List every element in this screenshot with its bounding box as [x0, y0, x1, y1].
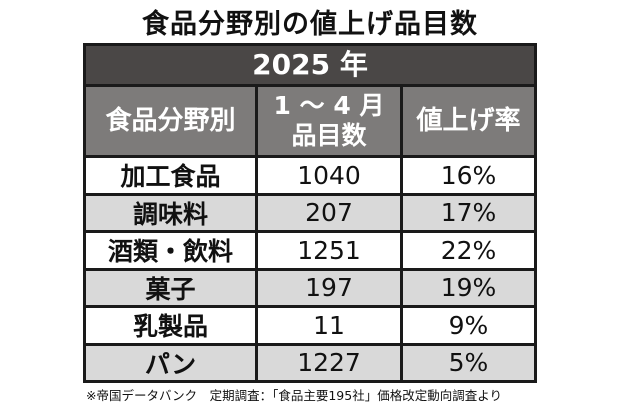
- items-cell: 1251: [258, 233, 403, 268]
- items-cell: 1040: [258, 158, 403, 193]
- header-items: 1 ～ 4 月 品目数: [258, 87, 403, 155]
- source-footnote: ※帝国データバンク 定期調査：「食品主要195社」価格改定動向調査より: [86, 388, 502, 403]
- header-category: 食品分野別: [86, 87, 258, 155]
- table-row: 加工食品 1040 16%: [86, 158, 534, 196]
- items-cell: 11: [258, 308, 403, 343]
- category-cell: 調味料: [86, 195, 258, 230]
- table-row: パン 1227 5%: [86, 345, 534, 380]
- header-items-period: 1 ～ 4 月: [273, 91, 385, 120]
- category-cell: 菓子: [86, 270, 258, 305]
- rate-cell: 19%: [403, 270, 534, 305]
- rate-cell: 16%: [403, 158, 534, 193]
- category-cell: パン: [86, 345, 258, 380]
- category-cell: 加工食品: [86, 158, 258, 193]
- rate-cell: 5%: [403, 345, 534, 380]
- category-cell: 乳製品: [86, 308, 258, 343]
- data-table: 2025 年 食品分野別 1 ～ 4 月 品目数 値上げ率 加工食品 1040 16…: [83, 43, 537, 383]
- table-row: 酒類・飲料 1251 22%: [86, 233, 534, 271]
- header-items-count: 品目数: [291, 121, 367, 150]
- table-row: 菓子 197 19%: [86, 270, 534, 308]
- column-header-row: 食品分野別 1 ～ 4 月 品目数 値上げ率: [86, 87, 534, 158]
- chart-title: 食品分野別の値上げ品目数: [142, 9, 478, 40]
- header-rate: 値上げ率: [403, 87, 534, 155]
- year-header: 2025 年: [86, 46, 534, 87]
- items-cell: 207: [258, 195, 403, 230]
- table-row: 乳製品 11 9%: [86, 308, 534, 346]
- rate-cell: 17%: [403, 195, 534, 230]
- rate-cell: 22%: [403, 233, 534, 268]
- items-cell: 1227: [258, 345, 403, 380]
- rate-cell: 9%: [403, 308, 534, 343]
- category-cell: 酒類・飲料: [86, 233, 258, 268]
- items-cell: 197: [258, 270, 403, 305]
- table-row: 調味料 207 17%: [86, 195, 534, 233]
